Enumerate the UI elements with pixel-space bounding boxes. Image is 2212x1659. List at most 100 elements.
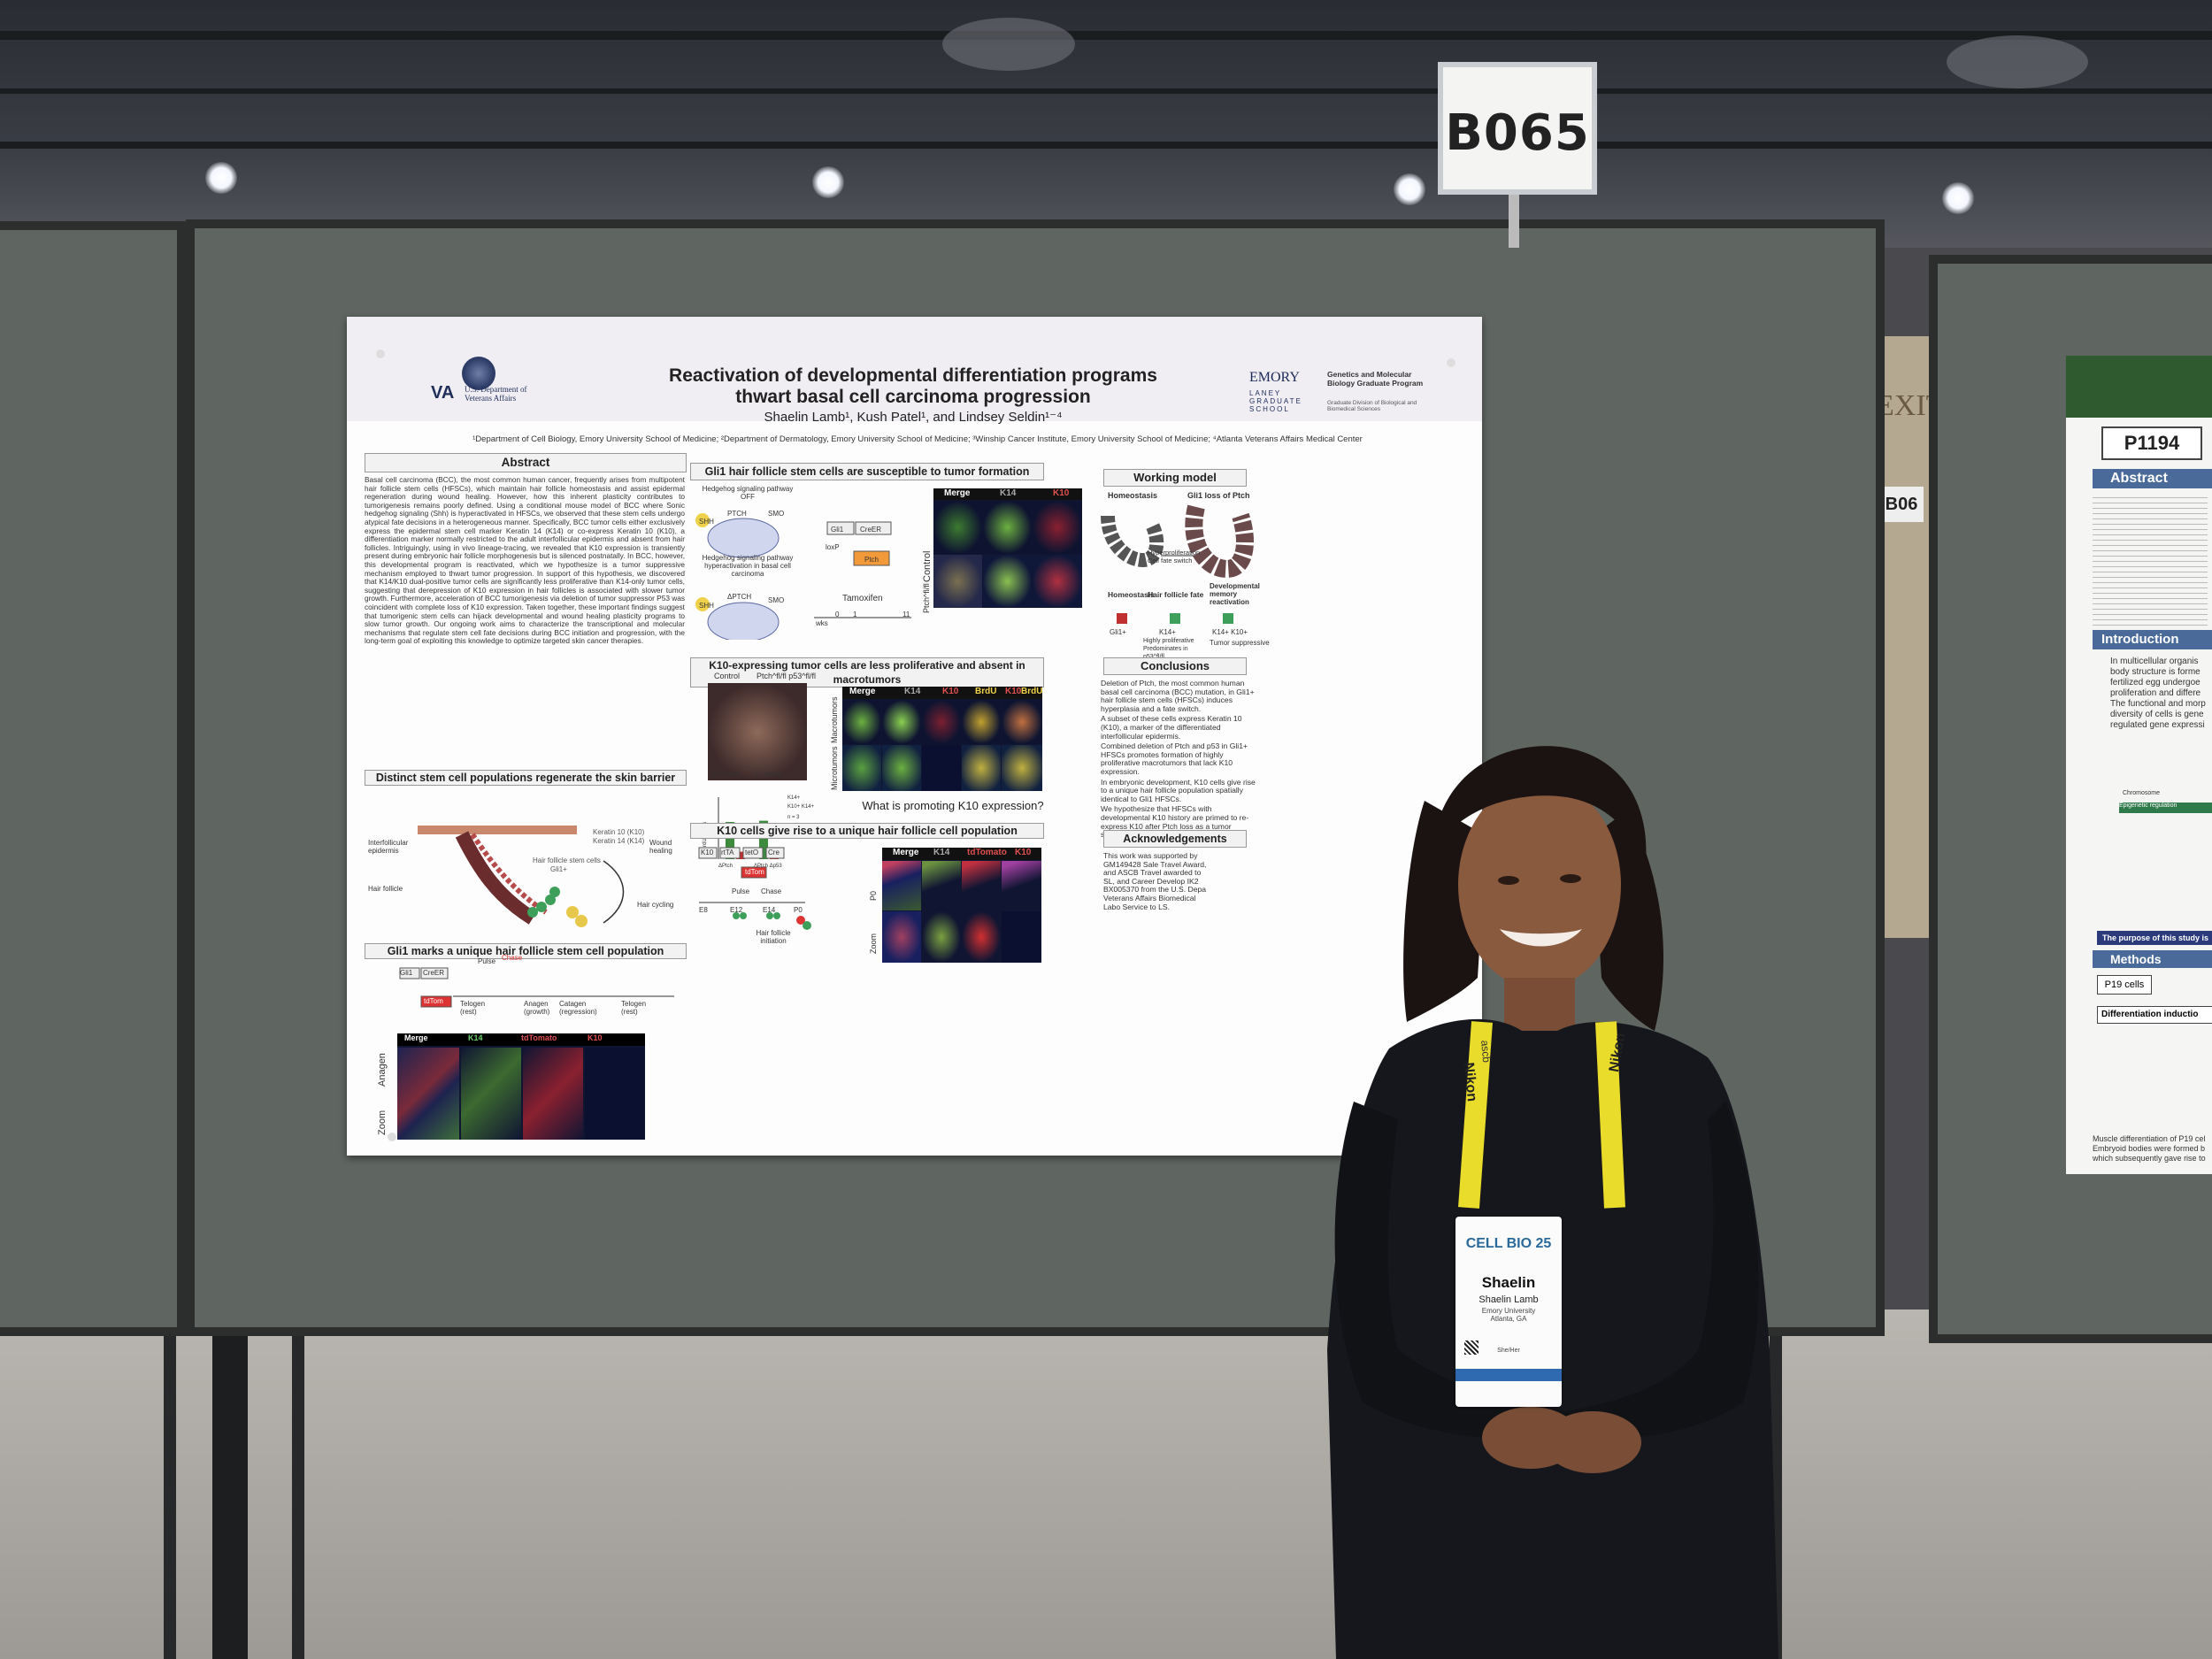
label-catagen: Catagen (regression) — [559, 1000, 597, 1016]
bar-k14 — [759, 820, 768, 859]
conclusions-list: Deletion of Ptch, the most common human … — [1101, 679, 1256, 841]
label-keratin14: Keratin 14 (K14) — [593, 837, 645, 845]
label-gli1: Gli1+ — [550, 865, 567, 873]
label-e14: E14 — [763, 906, 776, 914]
micro-cell — [1002, 911, 1041, 963]
section-working-model: Working model — [1103, 469, 1247, 487]
row-zoom: Zoom — [377, 1110, 388, 1135]
micro-cell — [882, 911, 921, 963]
emory-name: EMORY — [1249, 370, 1300, 385]
label-p0: P0 — [794, 906, 803, 914]
poster-header — [347, 317, 1482, 421]
micro-cell — [922, 700, 961, 744]
label-interfollicular: Interfollicular epidermis — [368, 839, 409, 855]
micro-cell — [461, 1048, 521, 1140]
poster-title: Reactivation of developmental differenti… — [595, 365, 1232, 408]
row-p0: P0 — [869, 890, 878, 901]
hdr-brdu: BrdU — [975, 687, 997, 696]
k10-lineage-diagram — [698, 847, 811, 930]
section-distinct-stem-cells: Distinct stem cell populations regenerat… — [365, 770, 687, 786]
label-creer-box: CreER — [860, 526, 882, 534]
micro-header-bar — [397, 1033, 645, 1046]
hdr-k10: K10 — [588, 1033, 603, 1042]
tdtom-box: tdTom — [424, 997, 443, 1005]
bar-x1: ΔPtch — [718, 864, 733, 869]
name-badge: CELL BIO 25 Shaelin Shaelin Lamb Emory U… — [1455, 1217, 1562, 1407]
neighbor-purpose: The purpose of this study is — [2097, 931, 2212, 945]
label-chase: Chase — [502, 954, 523, 962]
booth-number: B065 — [1445, 104, 1590, 162]
micro-header-bar — [882, 848, 1041, 860]
neighbor-abstract-heading: Abstract — [2093, 469, 2212, 488]
working-model-diagram — [1101, 504, 1254, 624]
poster-authors: Shaelin Lamb¹, Kush Patel¹, and Lindsey … — [764, 410, 1063, 425]
gli1-box: Gli1 — [400, 969, 413, 977]
bar-legend-k10: K10+ K14+ — [787, 804, 815, 810]
pushpin-icon — [1447, 358, 1455, 367]
hdr-k10-3: K10 — [942, 687, 959, 696]
neighbor-poster: P1194 Abstract Introduction In multicell… — [2066, 356, 2212, 1174]
p0-micrograph: Merge K14 tdTomato K10 — [882, 848, 1041, 963]
micro-cell — [983, 501, 1032, 554]
micro-cell — [523, 1048, 583, 1140]
label-dev-memory: Developmental memory reactivation — [1210, 582, 1260, 606]
k10-box: K10 — [701, 849, 714, 856]
label-chase2: Chase — [761, 887, 782, 895]
conclusion-item: Deletion of Ptch, the most common human … — [1101, 679, 1255, 713]
ceiling-light — [812, 166, 844, 198]
label-ptch: PTCH — [727, 510, 747, 518]
question-text: What is promoting K10 expression? — [862, 799, 1044, 812]
label-smo: SMO — [768, 510, 785, 518]
gli1-construct-diagram — [399, 967, 674, 1008]
conclusion-item: A subset of these cells express Keratin … — [1101, 714, 1242, 741]
section-conclusions: Conclusions — [1103, 657, 1247, 675]
micro-cell — [882, 861, 921, 910]
neighbor-chromosome: Chromosome — [2123, 790, 2161, 796]
row-zoom2: Zoom — [869, 933, 878, 954]
neighbor-intro-heading: Introduction — [2093, 630, 2212, 649]
emory-program: Genetics and Molecular Biology Graduate … — [1327, 370, 1424, 388]
micro-cell — [842, 745, 881, 791]
badge-stripe — [1455, 1369, 1562, 1381]
label-k14: K14+ — [1159, 628, 1176, 636]
hdr-k10brdu-b: BrdU — [1021, 687, 1042, 696]
hdr-k10-2: K10 — [1053, 488, 1070, 498]
label-e12: E12 — [730, 906, 743, 914]
label-shh2: SHH — [699, 602, 714, 610]
label-t1: 1 — [853, 611, 857, 618]
tumor-photo — [708, 683, 807, 780]
board-leg — [292, 1336, 304, 1659]
micro-cell — [962, 861, 1001, 910]
abstract-heading: Abstract — [365, 453, 687, 472]
hdr-merge4: Merge — [893, 848, 919, 857]
neighbor-abstract-text — [2093, 493, 2208, 626]
micro-cell — [397, 1048, 459, 1140]
hdr-tdtomato: tdTomato — [521, 1033, 557, 1042]
neighbor-intro-text: In multicellular organis body structure … — [2110, 657, 2206, 730]
label-hair-follicle: Hair follicle — [368, 885, 403, 893]
hdr-merge: Merge — [404, 1033, 428, 1042]
label-dptch: ΔPTCH — [727, 593, 752, 601]
label-hfsc: Hair follicle stem cells — [533, 856, 601, 864]
label-hf-init: Hair follicle initiation — [756, 929, 791, 945]
label-e8: E8 — [699, 906, 708, 914]
ceiling-truss — [0, 31, 2212, 40]
badge-first-name: Shaelin — [1481, 1274, 1536, 1291]
row-anagen: Anagen — [377, 1053, 388, 1087]
ceiling-light — [1394, 173, 1425, 205]
brdu-micrograph: Merge K14 K10 BrdU K10 BrdU — [842, 687, 1042, 791]
bar-k14 — [726, 822, 734, 859]
emory-logo: EMORY LANEY GRADUATE SCHOOL Genetics and… — [1249, 370, 1462, 423]
poster-title-line2: thwart basal cell carcinoma progression — [735, 387, 1091, 407]
micro-cell — [1002, 700, 1042, 744]
creer-box: CreER — [423, 969, 445, 977]
emory-school: LANEY GRADUATE SCHOOL — [1249, 389, 1302, 413]
label-wks: wks — [816, 619, 828, 627]
label-highly-prolif: Highly proliferative Predominates in p53… — [1143, 638, 1194, 660]
micro-cell — [1033, 555, 1082, 608]
bar-k10 — [736, 851, 745, 859]
hair-follicle-diagram — [418, 826, 625, 927]
label-t0: 0 — [835, 611, 840, 618]
lanyard-ascb: ascb — [1479, 1040, 1494, 1064]
micro-cell — [922, 745, 961, 791]
